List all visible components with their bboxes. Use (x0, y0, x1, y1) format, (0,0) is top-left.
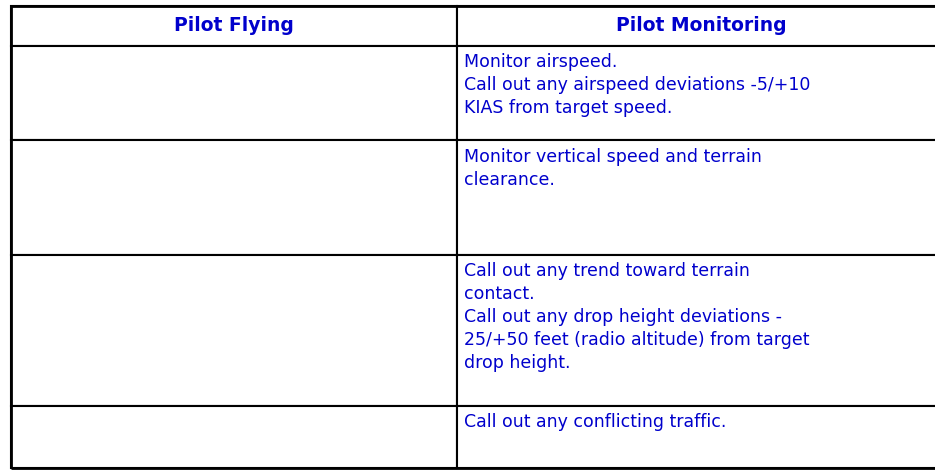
Bar (11, 406, 457, 468)
Bar (11, 140, 457, 255)
Bar (457, 6, 935, 46)
Text: Call out any trend toward terrain
contact.
Call out any drop height deviations -: Call out any trend toward terrain contac… (464, 262, 810, 372)
Text: Monitor vertical speed and terrain
clearance.: Monitor vertical speed and terrain clear… (464, 148, 762, 189)
Bar (457, 255, 935, 406)
Bar (457, 46, 935, 140)
Text: Call out any conflicting traffic.: Call out any conflicting traffic. (464, 413, 726, 431)
Text: Pilot Monitoring: Pilot Monitoring (616, 16, 787, 35)
Bar (457, 140, 935, 255)
Text: Monitor airspeed.
Call out any airspeed deviations -5/+10
KIAS from target speed: Monitor airspeed. Call out any airspeed … (464, 53, 810, 117)
Bar (11, 46, 457, 140)
Bar (11, 6, 457, 46)
Bar (11, 255, 457, 406)
Text: Pilot Flying: Pilot Flying (174, 16, 295, 35)
Bar (457, 406, 935, 468)
